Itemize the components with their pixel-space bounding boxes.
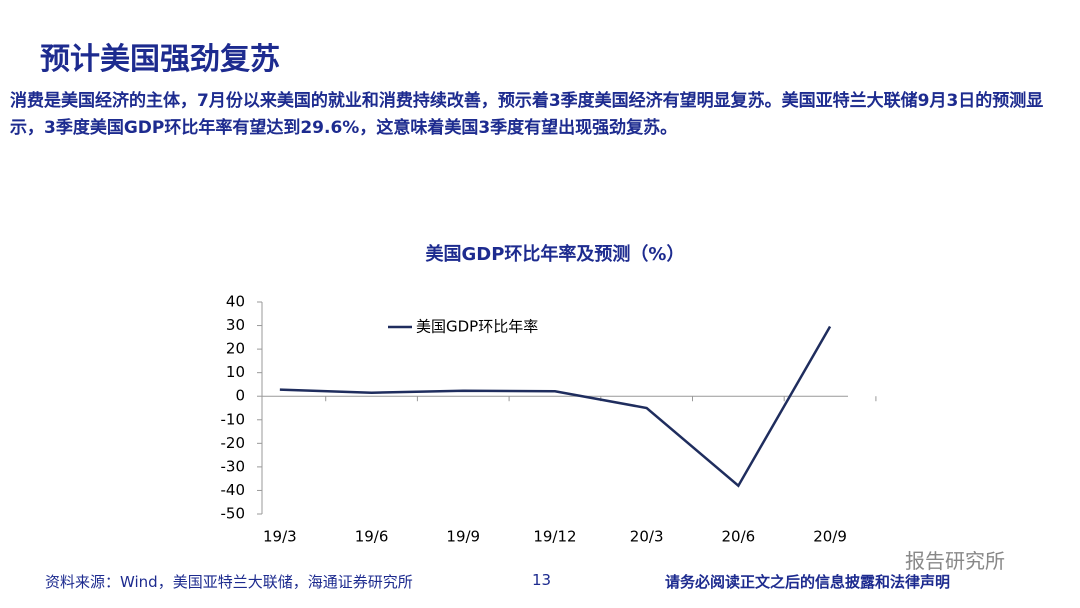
paragraph: 消费是美国经济的主体，7月份以来美国的就业和消费持续改善，预示着3季度美国经济有… <box>10 91 1044 138</box>
x-tick-label: 19/12 <box>533 528 576 546</box>
page-number: 13 <box>532 571 552 589</box>
x-tick-label: 19/6 <box>355 528 389 546</box>
disclaimer: 请务必阅读正文之后的信息披露和法律声明 <box>665 573 951 591</box>
watermark: 报告研究所 <box>905 549 1005 573</box>
y-tick-label: -30 <box>221 457 246 475</box>
series-line <box>279 325 832 488</box>
y-tick-label: -40 <box>221 481 246 499</box>
x-tick-label: 20/9 <box>813 528 847 546</box>
y-tick-label: 30 <box>226 316 245 334</box>
y-tick-label: -50 <box>221 505 246 523</box>
x-tick-label: 19/9 <box>446 528 480 546</box>
y-tick-label: 10 <box>226 363 245 381</box>
x-tick-label: 20/6 <box>722 528 756 546</box>
y-tick-label: 20 <box>226 340 245 358</box>
y-tick-label: -10 <box>221 410 246 428</box>
chart-title: 美国GDP环比年率及预测（%） <box>426 243 685 265</box>
x-tick-label: 20/3 <box>630 528 664 546</box>
y-tick-label: -20 <box>221 434 246 452</box>
legend-label: 美国GDP环比年率 <box>416 318 538 336</box>
y-tick-label: 40 <box>226 293 245 311</box>
slide-title: 预计美国强劲复苏 <box>40 42 280 77</box>
x-tick-label: 19/3 <box>263 528 297 546</box>
source: 资料来源：Wind，美国亚特兰大联储，海通证券研究所 <box>45 573 413 591</box>
y-tick-label: 0 <box>235 387 245 405</box>
